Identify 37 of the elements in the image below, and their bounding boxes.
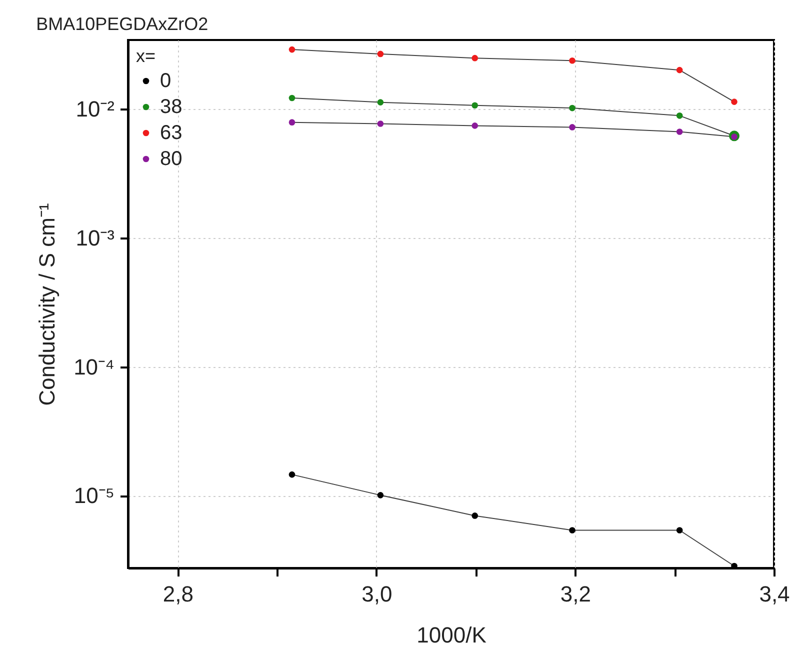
point bbox=[676, 527, 683, 534]
point bbox=[377, 492, 384, 498]
point bbox=[676, 66, 683, 74]
point bbox=[569, 527, 576, 534]
point bbox=[377, 50, 384, 58]
x-tick-label: 3,4 bbox=[759, 582, 790, 606]
point bbox=[472, 512, 478, 519]
x-axis-title: 1000/K bbox=[416, 622, 487, 648]
legend-label: 63 bbox=[160, 122, 182, 144]
point bbox=[569, 104, 576, 112]
point bbox=[676, 112, 683, 119]
point bbox=[472, 122, 478, 129]
y-tick-label: 10⁻² bbox=[76, 96, 114, 122]
legend-label: 0 bbox=[160, 70, 172, 92]
point bbox=[377, 99, 384, 106]
x-tick-label: 2,8 bbox=[162, 582, 194, 606]
point bbox=[288, 119, 296, 126]
y-tick-label: 10⁻⁵ bbox=[74, 483, 114, 508]
point bbox=[731, 98, 738, 105]
legend-label: 80 bbox=[160, 148, 182, 170]
point bbox=[676, 128, 683, 135]
legend-label: 38 bbox=[160, 96, 182, 118]
x-tick-label: 3,0 bbox=[362, 582, 392, 606]
point bbox=[569, 124, 576, 130]
legend-title: x= bbox=[136, 46, 156, 66]
point bbox=[569, 57, 576, 64]
point bbox=[288, 94, 296, 102]
point bbox=[472, 102, 478, 109]
point bbox=[377, 120, 384, 127]
y-axis-title: Conductivity / S cm⁻¹ bbox=[34, 203, 60, 406]
point bbox=[472, 54, 478, 62]
y-tick-label: 10⁻⁴ bbox=[74, 354, 114, 380]
y-tick-label: 10⁻³ bbox=[76, 226, 114, 251]
chart-title: BMA10PEGDAxZrO2 bbox=[36, 14, 208, 34]
point bbox=[288, 471, 296, 478]
point bbox=[288, 46, 296, 53]
x-tick-label: 3,2 bbox=[560, 582, 592, 606]
